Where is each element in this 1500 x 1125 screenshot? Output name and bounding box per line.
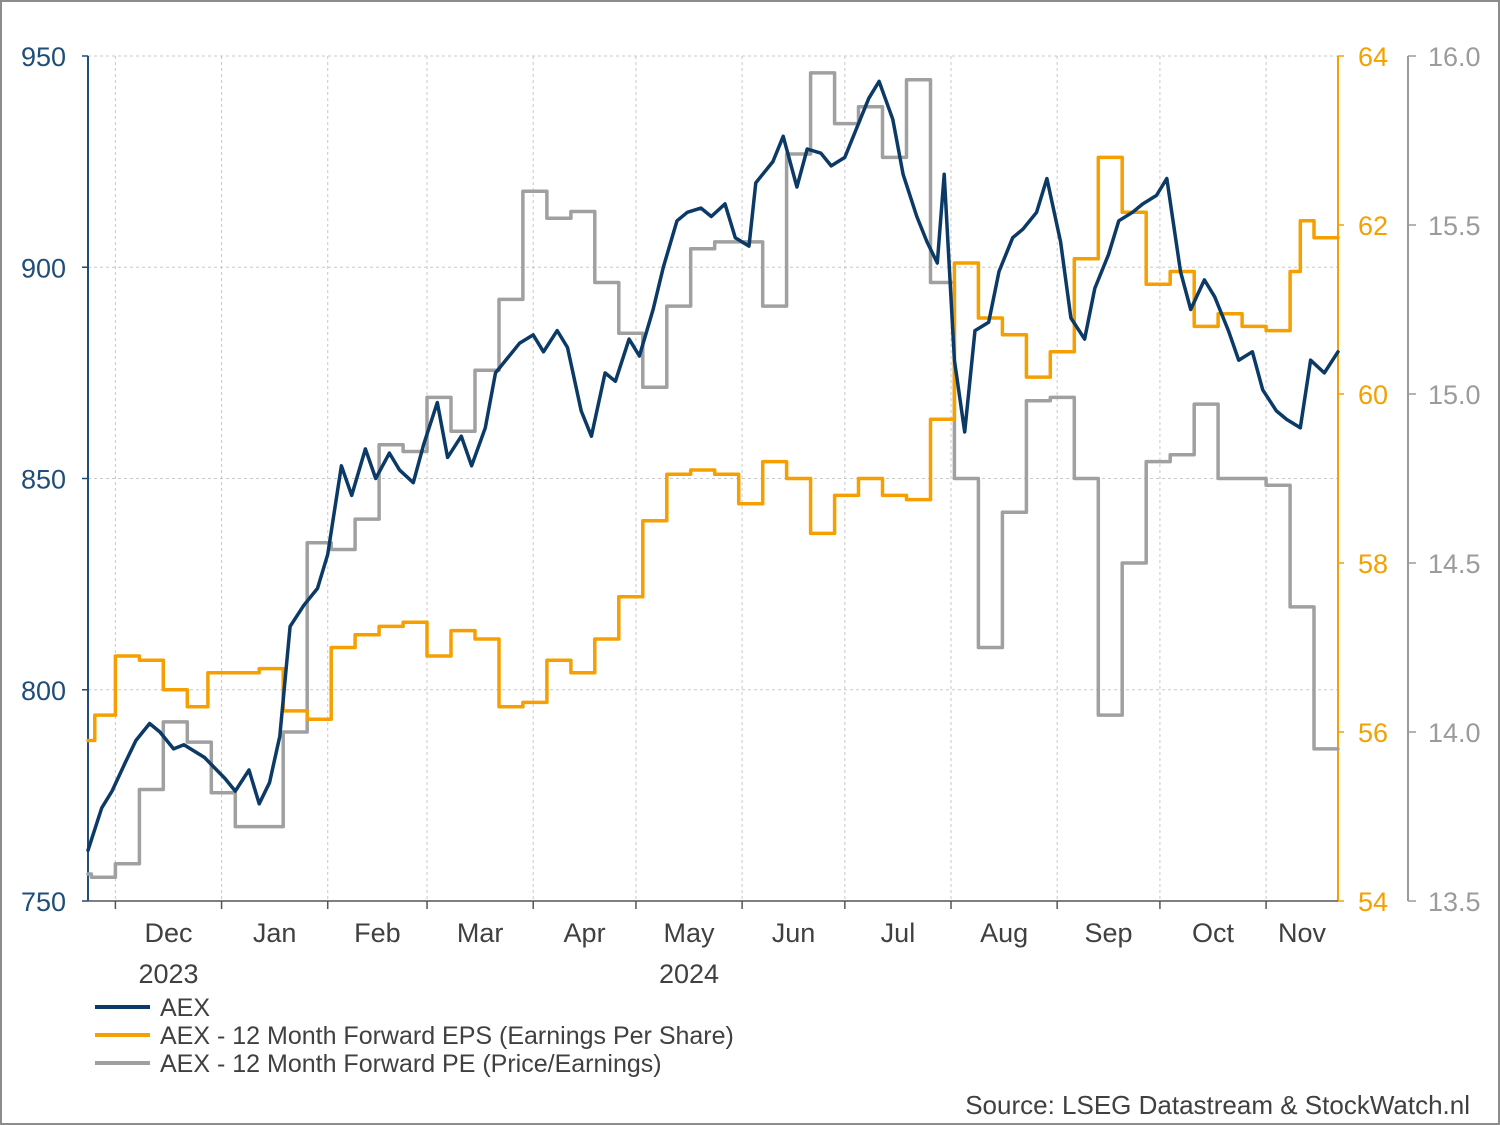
- series-line-eps: [86, 155, 1340, 743]
- left-tick-label: 950: [21, 42, 66, 72]
- series-layer: [86, 71, 1340, 880]
- right1-tick-label: 64: [1358, 42, 1388, 72]
- right1-tick-label: 56: [1358, 718, 1388, 748]
- x-tick-label: Feb: [354, 918, 401, 948]
- x-tick-label: Aug: [980, 918, 1028, 948]
- right2-tick-label: 13.5: [1428, 887, 1481, 917]
- x-tick-label: Oct: [1192, 918, 1235, 948]
- legend-label-aex: AEX: [160, 994, 210, 1022]
- axes: Dec Jan Feb Mar Apr May Jun Jul Aug Sep Oct Nov 2023…: [21, 42, 1481, 989]
- x-tick-label: May: [664, 918, 716, 948]
- x-year-label: 2024: [659, 959, 719, 989]
- right2-tick-label: 14.5: [1428, 549, 1481, 579]
- x-year-label: 2023: [138, 959, 198, 989]
- x-tick-label: Jan: [253, 918, 297, 948]
- right1-tick-label: 60: [1358, 380, 1388, 410]
- series-line-pe: [86, 71, 1340, 880]
- left-tick-label: 750: [21, 887, 66, 917]
- source-note: Source: LSEG Datastream & StockWatch.nl: [965, 1090, 1470, 1120]
- x-tick-label: Apr: [564, 918, 606, 948]
- x-tick-label: Dec: [144, 918, 192, 948]
- right2-tick-label: 15.0: [1428, 380, 1481, 410]
- right2-tick-label: 16.0: [1428, 42, 1481, 72]
- left-tick-label: 900: [21, 253, 66, 283]
- legend: AEX AEX - 12 Month Forward EPS (Earnings…: [95, 994, 734, 1078]
- x-tick-label: Nov: [1278, 918, 1327, 948]
- right1-tick-label: 54: [1358, 887, 1388, 917]
- right1-tick-label: 58: [1358, 549, 1388, 579]
- x-tick-label: Mar: [457, 918, 504, 948]
- right2-tick-label: 14.0: [1428, 718, 1481, 748]
- gridlines: [88, 55, 1338, 902]
- x-tick-label: Jun: [772, 918, 816, 948]
- right1-tick-label: 62: [1358, 211, 1388, 241]
- x-tick-label: Jul: [881, 918, 916, 948]
- left-tick-label: 800: [21, 676, 66, 706]
- series-line-aex: [86, 79, 1340, 853]
- x-tick-label: Sep: [1085, 918, 1133, 948]
- legend-label-eps: AEX - 12 Month Forward EPS (Earnings Per…: [160, 1022, 734, 1050]
- right2-tick-label: 15.5: [1428, 211, 1481, 241]
- legend-label-pe: AEX - 12 Month Forward PE (Price/Earning…: [160, 1050, 662, 1078]
- left-tick-label: 850: [21, 465, 66, 495]
